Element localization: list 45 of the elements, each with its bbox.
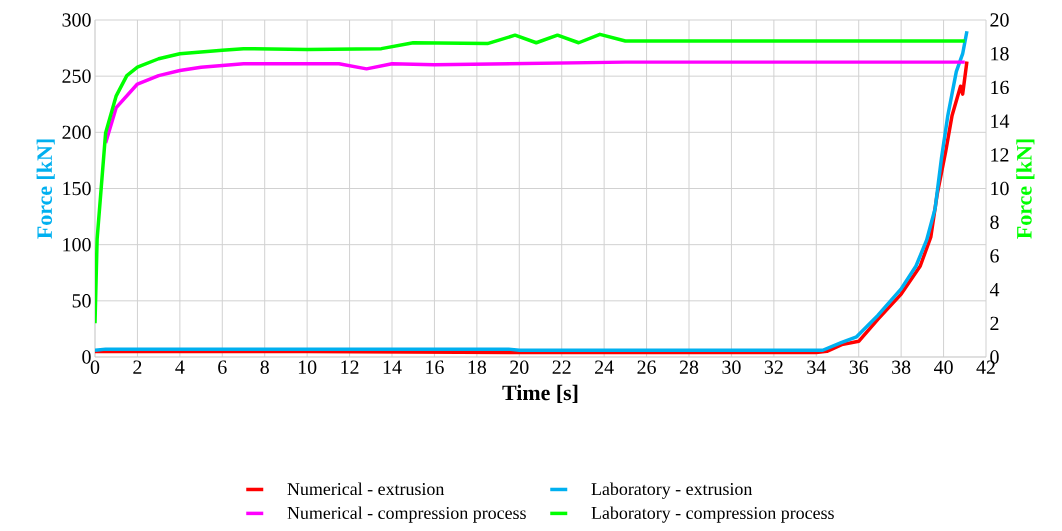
x-axis-title: Time [s] (502, 384, 578, 403)
x-tick-label: 20 (510, 360, 529, 374)
y2-axis-title: Force [kN] (1016, 139, 1035, 239)
legend-label: Numerical - extrusion (287, 482, 445, 496)
y-tick-label: 250 (62, 69, 91, 83)
x-tick-label: 36 (849, 360, 869, 374)
x-tick-label: 8 (260, 360, 269, 374)
legend-label: Laboratory - compression process (591, 506, 834, 523)
y2-tick-label: 20 (990, 13, 1009, 27)
y-tick-label: 50 (72, 294, 91, 308)
y-tick-label: 150 (63, 181, 91, 196)
x-tick-label: 12 (341, 360, 359, 374)
y2-tick-label: 6 (990, 249, 999, 263)
x-tick-label: 30 (722, 360, 741, 374)
x-tick-label: 32 (764, 360, 783, 374)
x-tick-label: 22 (552, 360, 571, 374)
x-tick-label: 24 (595, 360, 614, 374)
x-tick-label: 40 (934, 360, 953, 374)
legend-label: Laboratory - extrusion (591, 482, 753, 499)
x-tick-label: 14 (383, 360, 402, 374)
y2-tick-label: 2 (990, 316, 999, 330)
x-tick-label: 10 (298, 360, 317, 374)
y2-tick-label: 4 (989, 283, 1000, 297)
x-tick-label: 26 (637, 360, 656, 374)
x-tick-label: 28 (679, 360, 699, 374)
y2-tick-label: 10 (991, 181, 1009, 196)
y-tick-label: 100 (63, 237, 91, 252)
y2-tick-label: 8 (990, 215, 999, 229)
x-tick-label: 18 (468, 360, 487, 374)
x-tick-label: 4 (175, 360, 185, 374)
legend-label: Numerical - compression process (287, 506, 526, 523)
x-tick-label: 38 (892, 360, 911, 374)
x-tick-label: 2 (133, 360, 142, 374)
y2-tick-label: 16 (991, 80, 1009, 95)
x-tick-label: 6 (218, 360, 227, 374)
y2-tick-label: 14 (991, 114, 1010, 128)
x-tick-label: 16 (426, 360, 444, 374)
y2-tick-label: 12 (991, 148, 1009, 162)
x-tick-label: 0 (90, 360, 100, 374)
y-axis-title: Force [kN] (36, 139, 55, 239)
y-tick-label: 300 (62, 13, 91, 27)
y-tick-label: 0 (82, 350, 91, 364)
x-tick-label: 34 (807, 360, 826, 374)
y2-tick-label: 18 (991, 46, 1009, 61)
y-tick-label: 200 (62, 125, 91, 140)
